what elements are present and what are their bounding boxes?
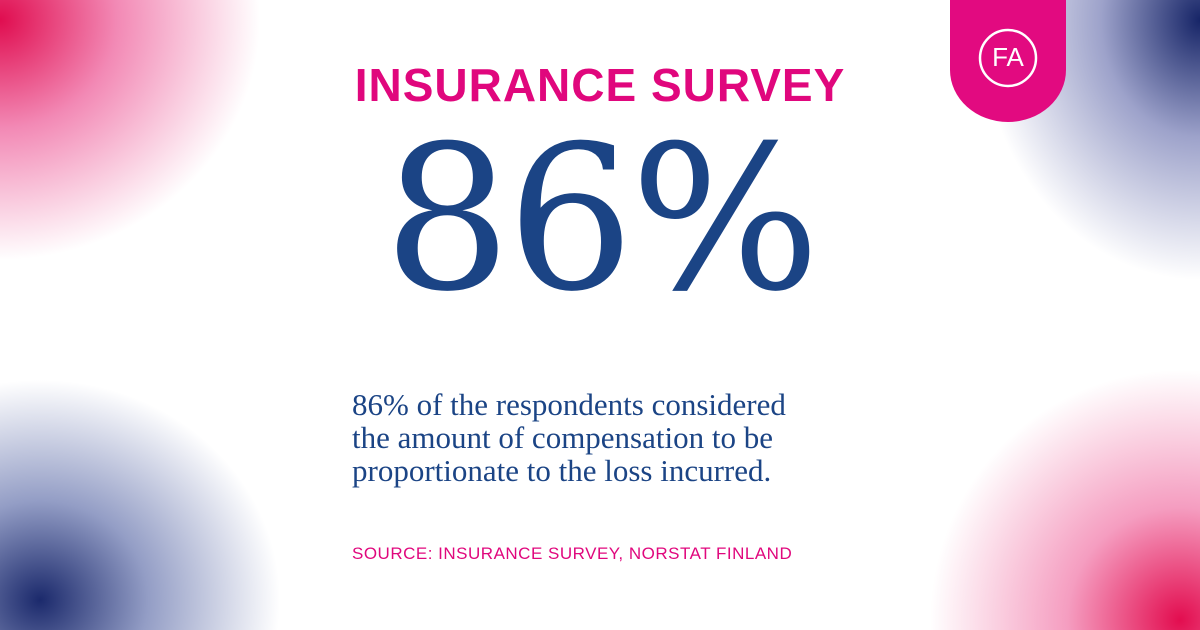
headline-stat: 86% xyxy=(383,103,821,336)
title: INSURANCE SURVEY xyxy=(354,59,846,111)
description-line: the amount of compensation to be xyxy=(352,420,773,455)
description-line: proportionate to the loss incurred. xyxy=(352,453,772,488)
logo-text: FA xyxy=(992,42,1024,72)
description: 86% of the respondents considered the amo… xyxy=(352,388,786,487)
description-line: 86% of the respondents considered xyxy=(352,387,786,422)
logo: FA xyxy=(950,0,1066,122)
source: SOURCE: INSURANCE SURVEY, NORSTAT FINLAN… xyxy=(352,544,793,563)
